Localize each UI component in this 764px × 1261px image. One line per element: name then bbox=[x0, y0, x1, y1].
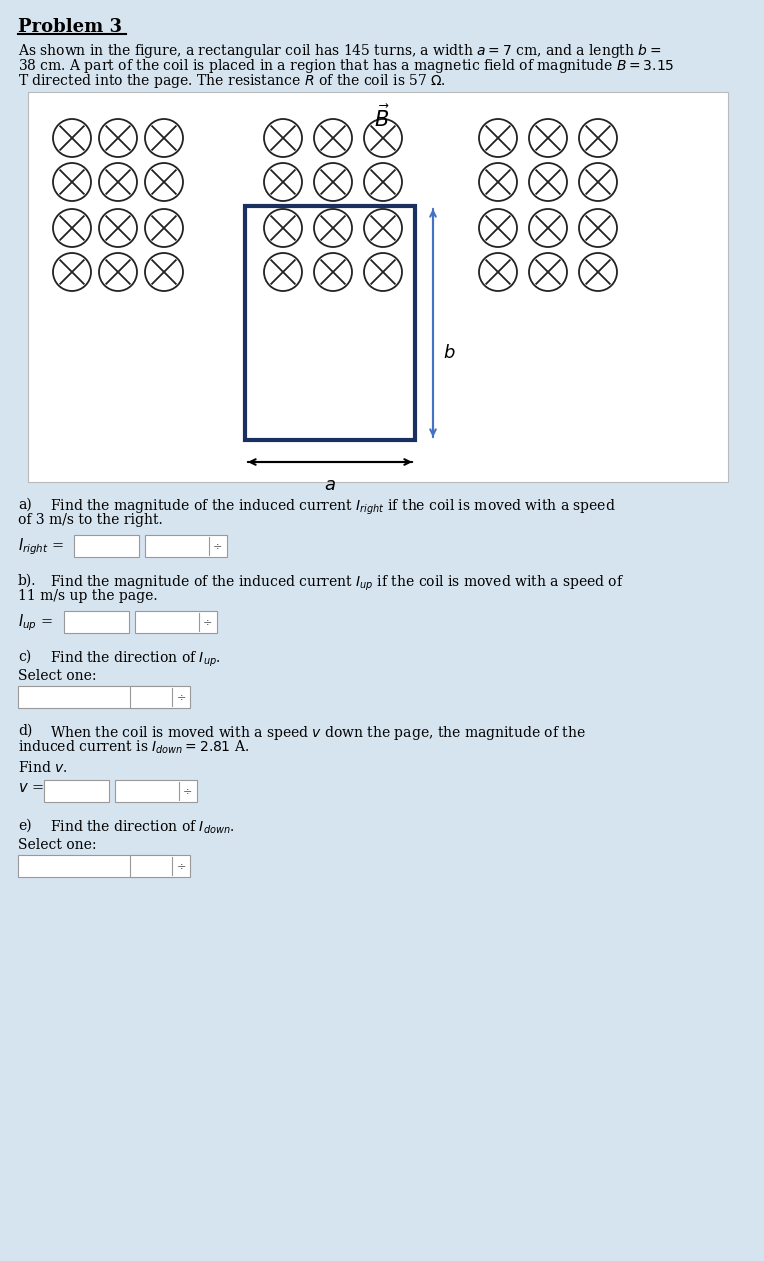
Text: ÷: ÷ bbox=[176, 692, 186, 702]
Bar bbox=[115, 781, 197, 802]
Bar bbox=[130, 855, 190, 876]
Text: b).: b). bbox=[18, 574, 37, 588]
Text: Find the magnitude of the induced current $I_{right}$ if the coil is moved with : Find the magnitude of the induced curren… bbox=[50, 498, 616, 517]
Bar bbox=[135, 612, 217, 633]
Text: Find $v$.: Find $v$. bbox=[18, 760, 67, 776]
Text: c): c) bbox=[18, 649, 31, 665]
Text: Find the magnitude of the induced current $I_{up}$ if the coil is moved with a s: Find the magnitude of the induced curren… bbox=[50, 574, 624, 593]
Text: $\vec{B}$: $\vec{B}$ bbox=[374, 103, 390, 131]
Text: $a$: $a$ bbox=[324, 475, 336, 494]
Text: ÷: ÷ bbox=[213, 541, 222, 551]
Text: $I_{right}$ =: $I_{right}$ = bbox=[18, 536, 64, 556]
Text: of 3 m/s to the right.: of 3 m/s to the right. bbox=[18, 513, 163, 527]
Bar bbox=[18, 686, 173, 707]
Text: Select one:: Select one: bbox=[18, 670, 96, 683]
Bar bbox=[145, 535, 227, 557]
Text: Select one:: Select one: bbox=[18, 839, 96, 852]
Text: ÷: ÷ bbox=[203, 617, 212, 627]
Bar bbox=[64, 612, 129, 633]
Text: Find the direction of $I_{up}$.: Find the direction of $I_{up}$. bbox=[50, 649, 221, 670]
Text: 38 cm. A part of the coil is placed in a region that has a magnetic field of mag: 38 cm. A part of the coil is placed in a… bbox=[18, 57, 675, 74]
Text: As shown in the figure, a rectangular coil has 145 turns, a width $a = 7$ cm, an: As shown in the figure, a rectangular co… bbox=[18, 42, 662, 61]
Bar bbox=[44, 781, 109, 802]
Text: ÷: ÷ bbox=[183, 786, 193, 796]
Text: $v$ =: $v$ = bbox=[18, 781, 44, 794]
Text: When the coil is moved with a speed $v$ down the page, the magnitude of the: When the coil is moved with a speed $v$ … bbox=[50, 724, 586, 741]
Text: Find the direction of $I_{down}$.: Find the direction of $I_{down}$. bbox=[50, 818, 235, 836]
Text: induced current is $I_{down} = 2.81$ A.: induced current is $I_{down} = 2.81$ A. bbox=[18, 739, 249, 757]
Bar bbox=[18, 855, 173, 876]
Bar bbox=[74, 535, 139, 557]
Text: 11 m/s up the page.: 11 m/s up the page. bbox=[18, 589, 157, 603]
Text: $b$: $b$ bbox=[443, 344, 455, 362]
Text: $I_{up}$ =: $I_{up}$ = bbox=[18, 612, 53, 633]
Text: d): d) bbox=[18, 724, 32, 738]
Bar bbox=[245, 206, 415, 440]
Text: T directed into the page. The resistance $R$ of the coil is 57 $\Omega$.: T directed into the page. The resistance… bbox=[18, 72, 446, 90]
Text: ÷: ÷ bbox=[176, 861, 186, 871]
Bar bbox=[130, 686, 190, 707]
Text: Problem 3: Problem 3 bbox=[18, 18, 122, 37]
Text: e): e) bbox=[18, 818, 31, 834]
Text: a): a) bbox=[18, 498, 32, 512]
Bar bbox=[28, 92, 728, 482]
